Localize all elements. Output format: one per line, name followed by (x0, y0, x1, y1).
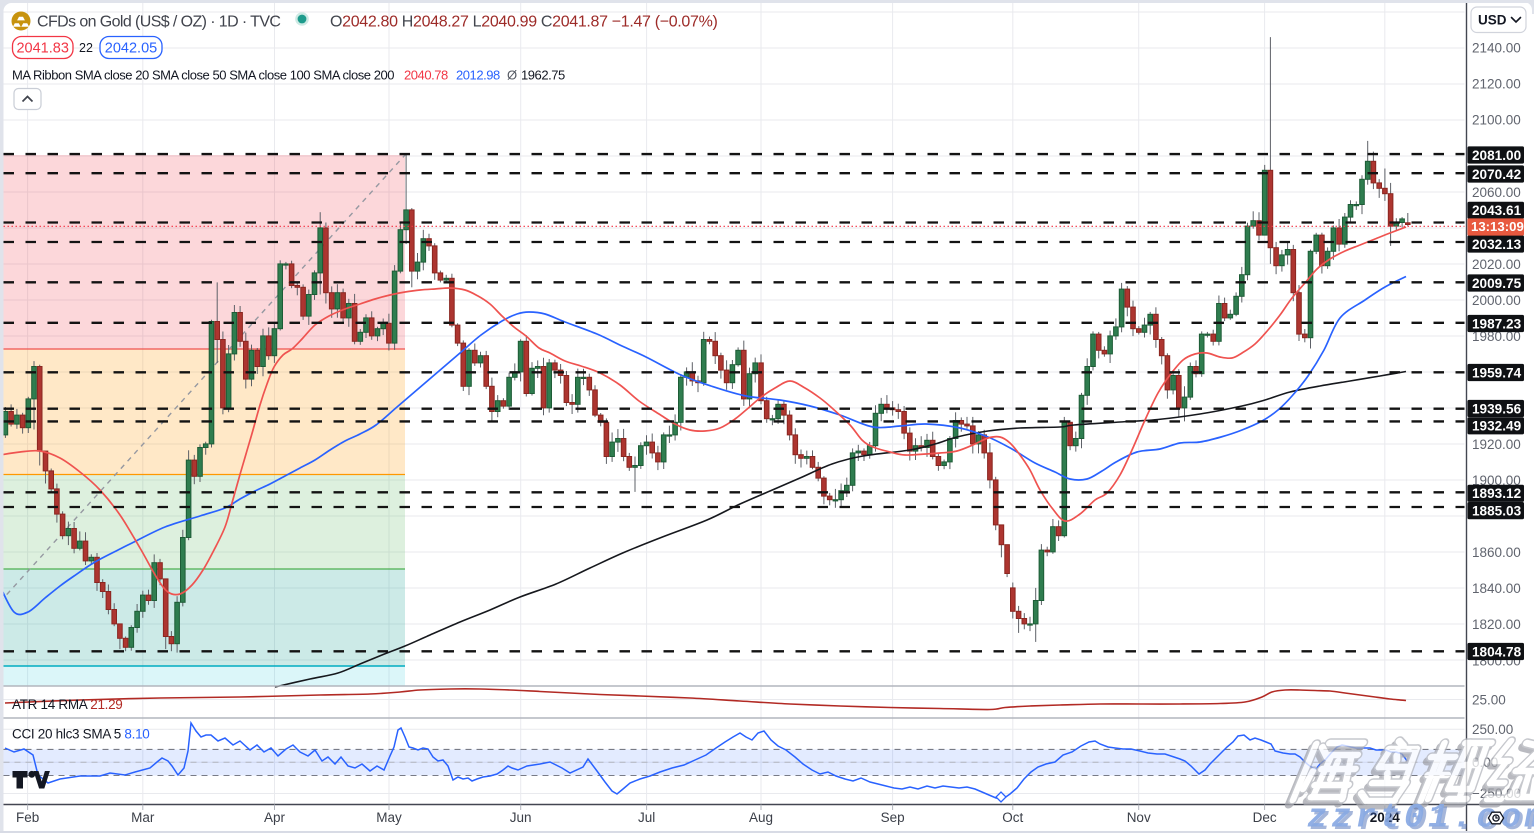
svg-text:2060.00: 2060.00 (1472, 185, 1521, 200)
svg-text:1860.00: 1860.00 (1472, 545, 1521, 560)
svg-text:Mar: Mar (131, 810, 155, 825)
svg-text:250.00: 250.00 (1472, 722, 1513, 737)
svg-text:Jun: Jun (510, 810, 532, 825)
svg-text:2009.75: 2009.75 (1472, 276, 1522, 291)
svg-text:CFDs on Gold (US$ / OZ) · 1D ·: CFDs on Gold (US$ / OZ) · 1D · TVC (37, 14, 280, 31)
svg-text:USD: USD (1478, 13, 1507, 28)
svg-text:2140.00: 2140.00 (1472, 41, 1521, 56)
svg-text:May: May (376, 810, 402, 825)
svg-text:2032.13: 2032.13 (1472, 237, 1522, 252)
svg-text:2024: 2024 (1370, 810, 1401, 825)
svg-text:1885.03: 1885.03 (1472, 503, 1522, 518)
svg-text:Nov: Nov (1127, 810, 1151, 825)
svg-text:Dec: Dec (1253, 810, 1277, 825)
svg-text:1804.78: 1804.78 (1472, 644, 1522, 659)
svg-text:Oct: Oct (1002, 810, 1023, 825)
svg-text:1920.00: 1920.00 (1472, 437, 1521, 452)
svg-text:Feb: Feb (16, 810, 39, 825)
svg-text:22: 22 (79, 41, 93, 55)
svg-text:2041.83: 2041.83 (16, 40, 68, 56)
svg-text:Sep: Sep (881, 810, 905, 825)
svg-text:2020.00: 2020.00 (1472, 257, 1521, 272)
svg-text:2070.42: 2070.42 (1472, 167, 1522, 182)
svg-text:CCI 20 hlc3 SMA 5 8.10: CCI 20 hlc3 SMA 5 8.10 (12, 727, 149, 742)
svg-text:ATR 14 RMA 21.29: ATR 14 RMA 21.29 (12, 697, 123, 712)
svg-text:1932.49: 1932.49 (1472, 419, 1522, 434)
svg-text:2100.00: 2100.00 (1472, 113, 1521, 128)
svg-text:2120.00: 2120.00 (1472, 77, 1521, 92)
svg-text:2081.00: 2081.00 (1472, 148, 1521, 163)
svg-text:1893.12: 1893.12 (1472, 486, 1522, 501)
svg-text:2042.05: 2042.05 (105, 40, 157, 56)
svg-text:1980.00: 1980.00 (1472, 329, 1521, 344)
svg-text:1840.00: 1840.00 (1472, 581, 1521, 596)
svg-text:2000.00: 2000.00 (1472, 293, 1521, 308)
svg-text:2043.61: 2043.61 (1472, 203, 1522, 218)
svg-text:1987.23: 1987.23 (1472, 316, 1522, 331)
svg-text:Apr: Apr (264, 810, 286, 825)
svg-text:Jul: Jul (638, 810, 655, 825)
svg-text:MA Ribbon SMA close 20 SMA clo: MA Ribbon SMA close 20 SMA close 50 SMA … (12, 68, 565, 83)
svg-text:1959.74: 1959.74 (1472, 365, 1522, 380)
svg-text:1820.00: 1820.00 (1472, 617, 1521, 632)
svg-text:1939.56: 1939.56 (1472, 401, 1522, 416)
svg-text:1900.00: 1900.00 (1472, 473, 1521, 488)
svg-text:Aug: Aug (749, 810, 773, 825)
svg-text:O2042.80 H2048.27 L2040.99 C20: O2042.80 H2048.27 L2040.99 C2041.87 −1.4… (330, 14, 717, 31)
svg-text:25.00: 25.00 (1472, 693, 1506, 708)
svg-text:13:13:09: 13:13:09 (1471, 219, 1524, 234)
